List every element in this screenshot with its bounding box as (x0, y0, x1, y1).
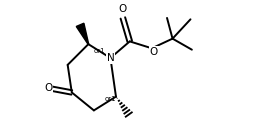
Text: O: O (44, 83, 52, 93)
Text: or1: or1 (105, 96, 117, 102)
Text: O: O (118, 4, 126, 14)
Polygon shape (76, 23, 89, 44)
Text: N: N (107, 53, 114, 63)
Text: or1: or1 (93, 48, 105, 54)
Text: O: O (150, 47, 158, 57)
